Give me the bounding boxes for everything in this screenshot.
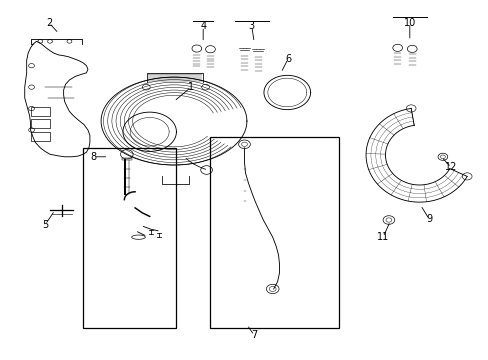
- Text: 11: 11: [376, 232, 388, 242]
- Text: 5: 5: [42, 220, 48, 230]
- Text: 7: 7: [250, 330, 257, 341]
- Text: 1: 1: [187, 82, 194, 92]
- Bar: [83, 148, 176, 328]
- Bar: [30, 132, 50, 141]
- Text: 6: 6: [285, 54, 291, 64]
- Text: 12: 12: [444, 162, 456, 172]
- Text: 9: 9: [426, 214, 431, 224]
- Bar: [210, 137, 339, 328]
- Text: 8: 8: [90, 152, 97, 162]
- Text: 4: 4: [200, 21, 206, 31]
- Text: 10: 10: [403, 18, 415, 28]
- Text: 3: 3: [248, 21, 254, 31]
- Bar: [122, 158, 131, 160]
- Bar: [30, 107, 50, 116]
- Text: 2: 2: [46, 18, 52, 28]
- Bar: [30, 119, 50, 128]
